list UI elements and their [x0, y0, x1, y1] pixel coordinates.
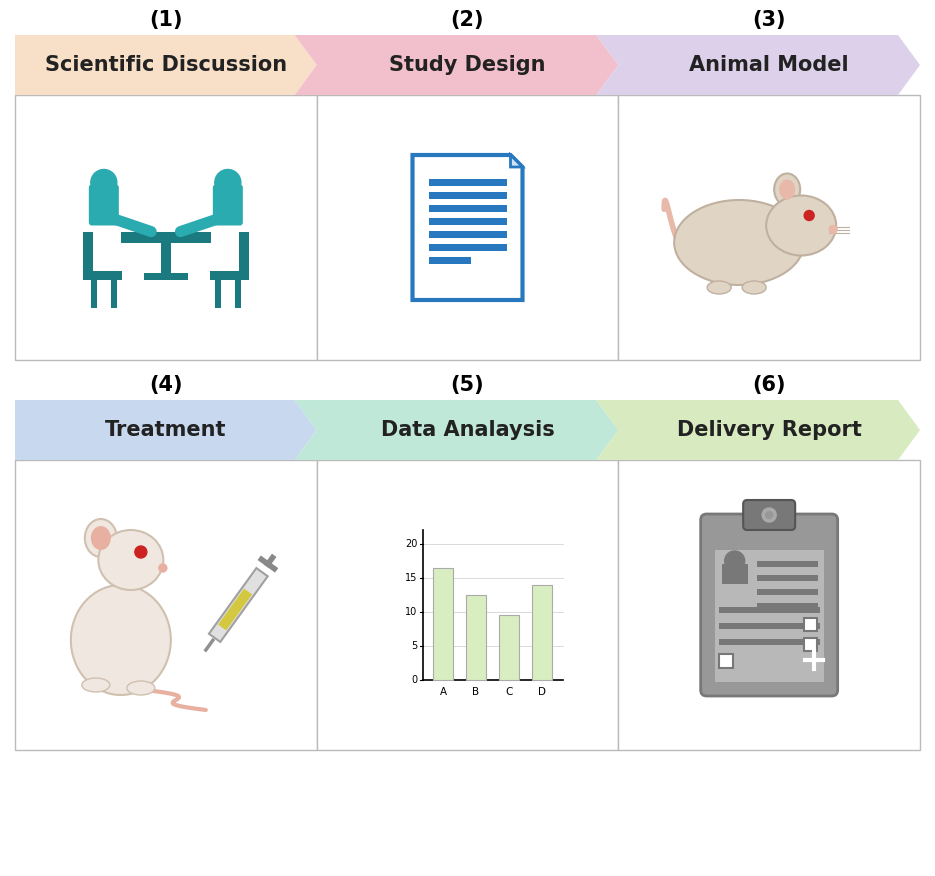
Text: Animal Model: Animal Model	[689, 55, 849, 75]
Text: C: C	[505, 687, 512, 697]
Polygon shape	[295, 35, 618, 95]
Ellipse shape	[766, 195, 836, 256]
Ellipse shape	[82, 678, 109, 692]
Ellipse shape	[707, 281, 731, 294]
Bar	[428, 257, 471, 264]
Bar	[804, 639, 816, 652]
Bar	[235, 278, 241, 307]
Bar	[111, 278, 117, 307]
Bar	[719, 623, 820, 629]
Bar	[215, 278, 221, 307]
Bar	[466, 595, 486, 680]
Circle shape	[215, 169, 241, 195]
Bar	[532, 584, 552, 680]
Polygon shape	[15, 35, 317, 95]
Bar	[433, 568, 453, 680]
Text: 5: 5	[411, 641, 418, 651]
Bar	[91, 278, 97, 307]
Ellipse shape	[674, 200, 804, 285]
Text: (5): (5)	[451, 375, 484, 395]
Circle shape	[159, 564, 166, 572]
Text: D: D	[538, 687, 546, 697]
Bar	[719, 654, 733, 668]
Bar	[317, 95, 618, 360]
Bar	[121, 231, 210, 243]
Bar	[722, 564, 748, 584]
Ellipse shape	[98, 530, 164, 590]
Bar	[15, 95, 317, 360]
Polygon shape	[209, 568, 267, 642]
Bar	[756, 561, 818, 567]
Bar	[83, 231, 93, 279]
FancyBboxPatch shape	[743, 500, 795, 530]
Circle shape	[829, 225, 837, 234]
FancyBboxPatch shape	[213, 185, 243, 225]
Bar	[756, 603, 818, 609]
Bar	[428, 231, 507, 238]
Text: Study Design: Study Design	[389, 55, 546, 75]
Bar	[804, 618, 816, 632]
Text: 10: 10	[405, 607, 418, 617]
Bar	[428, 192, 507, 199]
Text: Delivery Report: Delivery Report	[677, 420, 862, 440]
Bar	[719, 639, 820, 645]
Bar	[86, 271, 122, 279]
Bar	[756, 575, 818, 581]
Text: Scientific Discussion: Scientific Discussion	[45, 55, 287, 75]
Ellipse shape	[91, 526, 111, 550]
Circle shape	[804, 210, 814, 221]
Text: 0: 0	[411, 675, 418, 685]
Text: B: B	[472, 687, 480, 697]
Ellipse shape	[127, 681, 155, 695]
Polygon shape	[218, 589, 252, 631]
Bar	[756, 589, 818, 595]
Ellipse shape	[774, 173, 800, 206]
Ellipse shape	[779, 180, 795, 200]
Circle shape	[766, 512, 772, 519]
Polygon shape	[597, 400, 920, 460]
Bar	[428, 179, 507, 186]
Circle shape	[91, 169, 117, 195]
Text: (1): (1)	[149, 10, 182, 30]
Bar	[618, 460, 920, 750]
PathPatch shape	[412, 155, 523, 300]
Circle shape	[725, 551, 744, 571]
Text: (4): (4)	[149, 375, 182, 395]
Bar	[618, 95, 920, 360]
FancyBboxPatch shape	[700, 514, 838, 696]
Polygon shape	[597, 35, 920, 95]
Bar	[719, 607, 820, 613]
Bar	[209, 271, 246, 279]
Polygon shape	[15, 400, 317, 460]
Bar	[161, 242, 171, 275]
Circle shape	[762, 508, 776, 522]
Text: (2): (2)	[451, 10, 484, 30]
FancyBboxPatch shape	[89, 185, 119, 225]
Bar	[714, 550, 824, 682]
Bar	[238, 231, 249, 279]
Bar	[428, 218, 507, 225]
Bar	[317, 460, 618, 750]
Bar	[15, 460, 317, 750]
Text: Treatment: Treatment	[105, 420, 226, 440]
Ellipse shape	[71, 585, 171, 695]
Text: 20: 20	[405, 539, 418, 548]
Text: (3): (3)	[753, 10, 786, 30]
Circle shape	[135, 546, 147, 558]
Text: A: A	[439, 687, 447, 697]
Bar	[499, 615, 519, 680]
Ellipse shape	[742, 281, 766, 294]
Text: Data Analaysis: Data Analaysis	[381, 420, 554, 440]
Polygon shape	[295, 400, 618, 460]
Text: (6): (6)	[753, 375, 786, 395]
Bar	[428, 205, 507, 212]
Bar	[144, 272, 188, 279]
Bar	[428, 244, 507, 251]
Polygon shape	[511, 155, 523, 167]
Ellipse shape	[85, 519, 117, 557]
Text: 15: 15	[405, 573, 418, 583]
